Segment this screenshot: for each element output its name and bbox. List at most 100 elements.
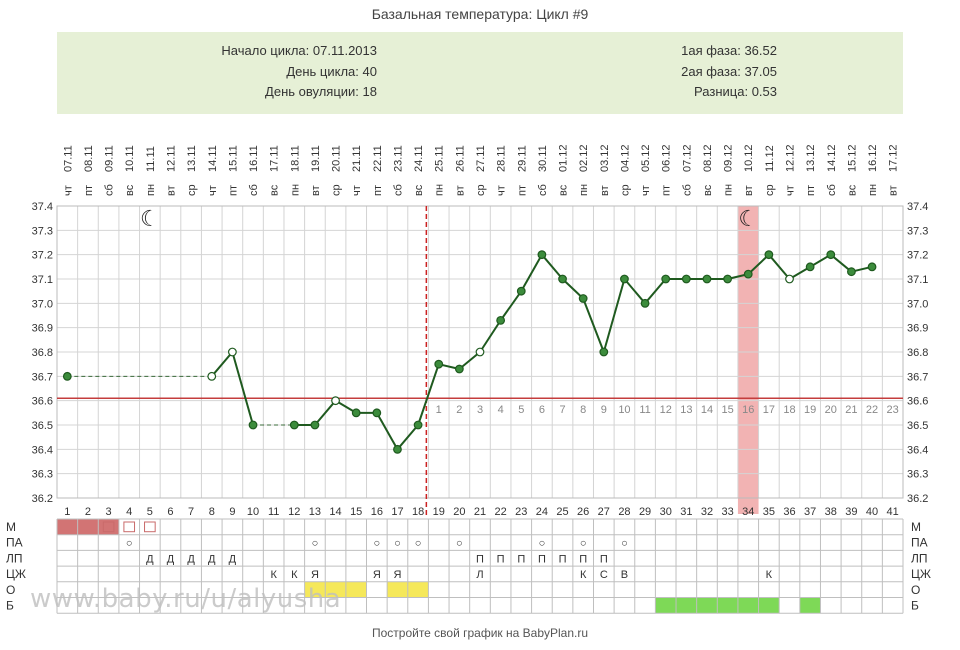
temp-line (458, 351, 481, 370)
ovulation-day-value: 18 (362, 84, 377, 99)
weekday-label: пн (723, 184, 735, 196)
menses-cell (77, 519, 99, 535)
weekday-label: пн (145, 184, 157, 196)
temp-point (372, 408, 382, 418)
temp-line (479, 319, 502, 353)
date-label: 16.11 (248, 145, 260, 172)
day-number: 10 (247, 506, 259, 518)
temp-point (702, 274, 712, 284)
day-number: 38 (825, 506, 837, 518)
cycle-start-value: 07.11.2013 (312, 43, 377, 58)
row-label-left: ЛП (6, 551, 23, 565)
luteal-day-label: 8 (580, 404, 586, 416)
czh-mark: В (621, 569, 628, 581)
date-label: 13.12 (805, 144, 817, 172)
weekday-label: вс (269, 184, 281, 196)
date-label: 15.11 (227, 145, 239, 172)
weekday-label: вт (888, 185, 900, 196)
temp-line (210, 351, 234, 377)
date-label: 05.12 (640, 144, 652, 172)
luteal-day-label: 16 (742, 404, 754, 416)
date-label: 23.11 (392, 145, 404, 172)
temp-point (413, 420, 423, 430)
day-number: 40 (866, 506, 878, 518)
date-label: 20.11 (331, 145, 343, 172)
weekday-label: вт (743, 185, 755, 196)
discharge-cell (407, 581, 429, 598)
luteal-day-label: 10 (618, 404, 630, 416)
day-number: 17 (391, 506, 403, 518)
menses-cell (57, 519, 78, 535)
date-label: 11.12 (764, 145, 776, 172)
day-number: 2 (85, 506, 91, 518)
day-number: 25 (556, 506, 568, 518)
y-tick-label-left: 37.2 (32, 250, 53, 262)
y-tick-label-left: 36.5 (32, 420, 53, 432)
weekday-label: вс (413, 184, 425, 196)
discharge-cell (387, 581, 408, 598)
pa-mark: ○ (312, 538, 319, 550)
day-number: 5 (147, 506, 153, 518)
phase2-temp: 2ая фаза: 37.05 (477, 63, 777, 81)
czh-mark: Я (393, 569, 401, 581)
temp-line (830, 253, 853, 273)
weekday-label: чт (62, 185, 74, 196)
temp-point (516, 286, 526, 296)
footer-link[interactable]: Постройте свой график на BabyPlan.ru (371, 626, 589, 640)
temp-point (537, 250, 547, 260)
weekday-label: чт (785, 185, 797, 196)
day-number: 36 (783, 506, 795, 518)
day-number: 31 (680, 506, 692, 518)
day-number: 29 (639, 506, 651, 518)
temp-point (826, 250, 836, 260)
luteal-day-label: 2 (456, 404, 462, 416)
phase1-value: 36.52 (744, 43, 777, 58)
temp-point (227, 347, 237, 357)
cycle-start: Начало цикла: 07.11.2013 (57, 42, 377, 60)
weekday-label: сб (681, 184, 693, 196)
date-label: 06.12 (661, 144, 673, 172)
weekday-label: вс (702, 184, 714, 196)
luteal-day-label: 17 (763, 404, 775, 416)
luteal-day-label: 14 (701, 404, 713, 416)
temp-point (599, 347, 609, 357)
temp-point (331, 396, 340, 406)
test-cell (676, 597, 697, 614)
date-label: 19.11 (310, 145, 322, 172)
date-label: 02.12 (578, 144, 590, 172)
y-tick-label-right: 36.5 (907, 420, 928, 432)
lp-mark: П (517, 553, 525, 565)
test-cell (737, 597, 759, 614)
weekday-label: пн (289, 184, 301, 196)
temp-point (248, 420, 258, 430)
y-tick-label-left: 37.3 (32, 225, 53, 237)
weekday-label: сб (826, 184, 838, 196)
date-label: 08.11 (83, 145, 95, 172)
difference-label: Разница: (694, 84, 749, 99)
day-number: 39 (845, 506, 857, 518)
temp-point (454, 364, 464, 374)
y-tick-label-right: 37.2 (907, 250, 928, 262)
date-label: 18.11 (289, 145, 301, 172)
weekday-label: пт (83, 185, 95, 196)
date-label: 07.12 (681, 144, 693, 172)
y-tick-label-right: 36.3 (907, 469, 928, 481)
temp-point (661, 274, 671, 284)
luteal-day-label: 15 (721, 404, 733, 416)
date-label: 12.12 (785, 144, 797, 172)
phase-difference: Разница: 0.53 (477, 83, 777, 101)
lp-mark: П (579, 553, 587, 565)
y-tick-label-right: 37.4 (907, 201, 928, 213)
date-label: 26.11 (454, 145, 466, 172)
temp-line (644, 278, 667, 304)
czh-mark: Л (476, 569, 483, 581)
test-cell (717, 597, 738, 614)
cycle-day-label: День цикла: (286, 64, 359, 79)
date-label: 24.11 (413, 145, 425, 172)
date-label: 09.11 (104, 145, 116, 172)
temp-line (561, 278, 584, 300)
day-number: 34 (742, 506, 754, 518)
czh-mark: К (766, 569, 773, 581)
day-number: 33 (721, 506, 733, 518)
lp-mark: П (476, 553, 484, 565)
